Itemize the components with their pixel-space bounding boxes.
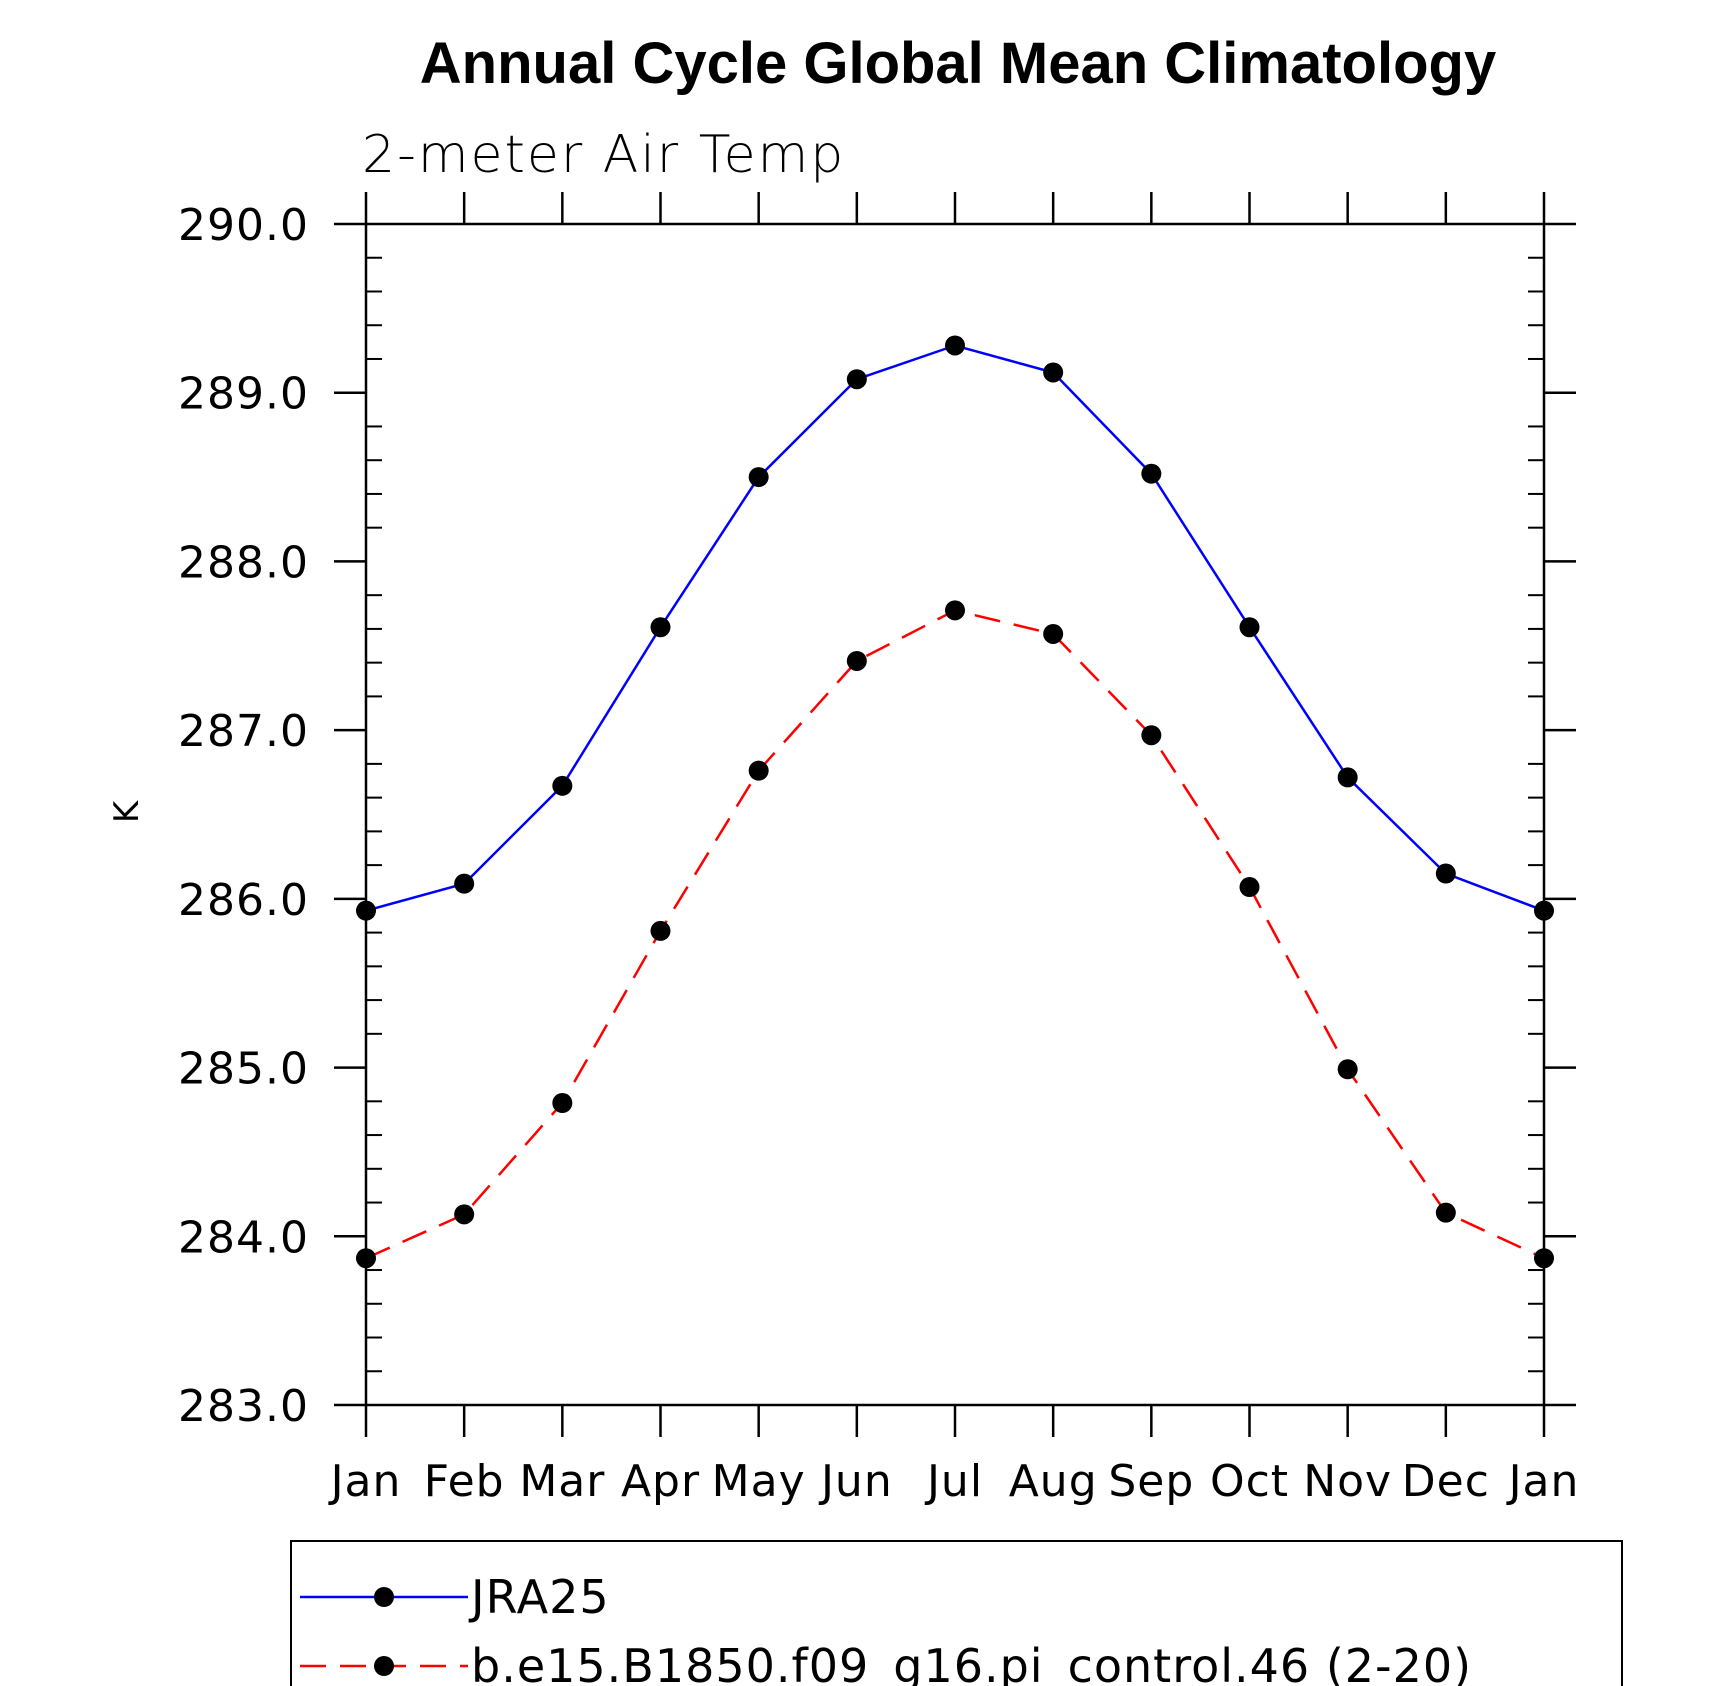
data-point-series-1 [1436,864,1456,884]
x-tick-label: Feb [424,1456,505,1507]
x-tick-label: Apr [621,1456,700,1507]
data-point-series-1 [749,467,769,487]
data-point-series-2 [1338,1059,1358,1079]
data-point-series-1 [454,874,474,894]
y-tick-label: 284.0 [178,1212,309,1263]
data-point-series-2 [1534,1248,1554,1268]
plot-frame [366,224,1544,1405]
data-point-series-2 [1141,725,1161,745]
data-point-series-1 [651,617,671,637]
data-point-series-2 [1240,877,1260,897]
y-tick-label: 290.0 [178,200,309,251]
data-point-series-1 [1534,901,1554,921]
y-tick-label: 286.0 [178,875,309,926]
series-lines [366,346,1544,1259]
series-line-1 [366,346,1544,911]
data-point-series-1 [945,335,965,355]
y-axis-tick-labels: 283.0 284.0 285.0 286.0 287.0 288.0 289.0 290.0 [178,200,309,1432]
data-point-series-2 [552,1093,572,1113]
x-tick-label: Jun [818,1456,893,1507]
series-line-2 [366,610,1544,1258]
x-tick-label: Nov [1303,1456,1392,1507]
y-axis-ticks [334,224,1576,1405]
data-point-series-1 [552,776,572,796]
x-tick-label: Mar [519,1456,605,1507]
legend-marker-2 [374,1656,394,1676]
data-point-series-1 [1043,362,1063,382]
data-point-series-1 [1141,464,1161,484]
data-point-series-2 [651,921,671,941]
data-point-series-2 [454,1204,474,1224]
chart-subtitle: 2-meter Air Temp [362,125,845,185]
x-tick-label: Dec [1402,1456,1490,1507]
y-tick-label: 287.0 [178,706,309,757]
x-tick-label: Jan [328,1456,402,1507]
x-tick-label: Jul [924,1456,983,1507]
y-tick-label: 288.0 [178,537,309,588]
data-point-series-2 [847,651,867,671]
legend-marker-1 [374,1587,394,1607]
data-point-series-1 [1240,617,1260,637]
x-axis-tick-labels: Jan Feb Mar Apr May Jun Jul Aug Sep Oct Nov Dec Jan [328,1456,1580,1507]
y-tick-label: 283.0 [178,1381,309,1432]
x-tick-label: Sep [1108,1456,1194,1507]
line-chart: Annual Cycle Global Mean Climatology 2-m… [0,0,1710,1686]
legend-label-2: b.e15.B1850.f09_g16.pi_control.46 (2-20) [471,1639,1472,1686]
data-point-series-2 [1436,1203,1456,1223]
data-point-series-2 [1043,624,1063,644]
data-point-series-2 [945,600,965,620]
data-point-series-1 [847,369,867,389]
legend-label-1: JRA25 [468,1570,610,1624]
data-point-series-1 [356,901,376,921]
y-tick-label: 289.0 [178,369,309,420]
chart-title: Annual Cycle Global Mean Climatology [420,31,1496,96]
x-tick-label: Aug [1009,1456,1098,1507]
y-axis-label: K [107,799,147,823]
data-point-series-1 [1338,767,1358,787]
x-tick-label: May [712,1456,806,1507]
x-tick-label: Oct [1210,1456,1289,1507]
x-tick-label: Jan [1506,1456,1580,1507]
x-axis-ticks [366,192,1544,1437]
data-point-series-2 [356,1248,376,1268]
y-tick-label: 285.0 [178,1044,309,1095]
data-point-series-2 [749,761,769,781]
